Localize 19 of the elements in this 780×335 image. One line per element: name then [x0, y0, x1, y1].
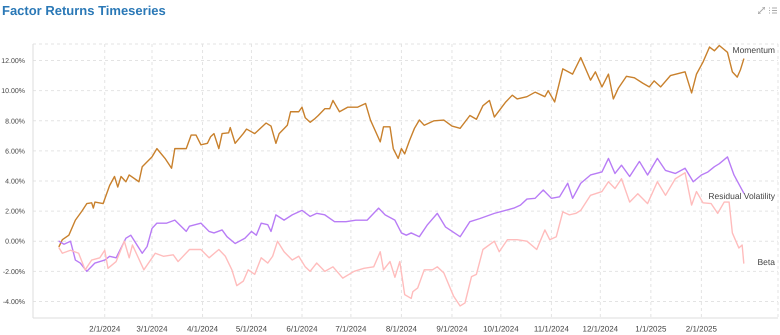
- x-tick-label: 11/1/2024: [534, 324, 570, 334]
- line-series: [58, 156, 744, 272]
- series-label: Residual Volatility: [708, 191, 776, 202]
- chart-title: Factor Returns Timeseries: [2, 3, 166, 18]
- series-label: Momentum: [732, 45, 775, 56]
- x-tick-label: 9/1/2024: [436, 324, 468, 334]
- x-tick-label: 4/1/2024: [186, 324, 219, 334]
- x-tick-label: 5/1/2024: [236, 324, 268, 334]
- x-tick-label: 2/1/2024: [89, 324, 121, 334]
- x-tick-label: 7/1/2024: [335, 324, 368, 334]
- series-label: Beta: [758, 257, 776, 268]
- x-tick-label: 12/1/2024: [582, 324, 619, 334]
- x-tick-label: 2/1/2025: [686, 324, 718, 334]
- line-series: [58, 172, 744, 307]
- x-tick-label: 1/1/2025: [635, 324, 667, 334]
- x-tick-label: 6/1/2024: [286, 324, 318, 334]
- x-tick-label: 8/1/2024: [386, 324, 418, 334]
- x-tick-label: 3/1/2024: [136, 324, 168, 334]
- x-tick-label: 10/1/2024: [483, 324, 520, 334]
